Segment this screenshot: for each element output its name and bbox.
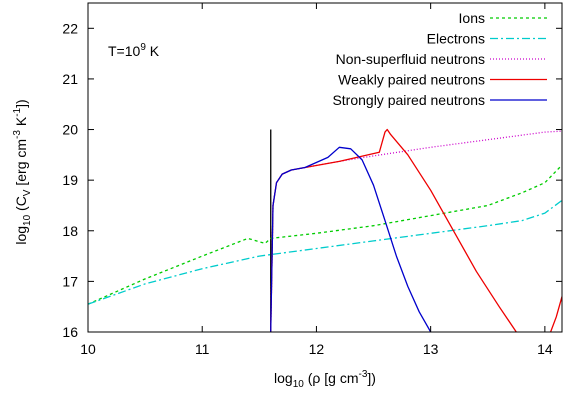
x-axis-label: log10 (ρ [g cm-3]) xyxy=(274,369,376,390)
series-line-strongly-paired-neutrons xyxy=(270,146,432,332)
series-line-ions xyxy=(88,164,562,305)
x-tick-label: 13 xyxy=(423,341,439,357)
y-tick-label: 17 xyxy=(62,273,78,289)
legend-label-electrons: Electrons xyxy=(427,31,485,47)
legend-label-weakly-paired-neutrons: Weakly paired neutrons xyxy=(338,72,485,88)
series-line-weakly-paired-neutrons xyxy=(270,128,517,332)
legend-label-strongly-paired-neutrons: Strongly paired neutrons xyxy=(332,92,485,108)
y-tick-label: 21 xyxy=(62,71,78,87)
series-line-non-superfluid-neutrons xyxy=(270,130,562,332)
x-tick-label: 12 xyxy=(309,341,325,357)
y-tick-label: 19 xyxy=(62,172,78,188)
y-axis-label: log10 (CV [erg cm-3 K-1]) xyxy=(12,99,33,244)
series-line-electrons xyxy=(88,199,562,305)
x-tick-label: 10 xyxy=(80,341,96,357)
x-tick-label: 14 xyxy=(537,341,553,357)
plot-frame xyxy=(87,2,563,333)
x-tick-label: 11 xyxy=(195,341,210,357)
y-tick-label: 22 xyxy=(62,20,78,36)
y-tick-label: 20 xyxy=(62,122,78,138)
annotation-temperature: T=109 K xyxy=(108,42,160,59)
legend: Ions Electrons Non-superfluid neutrons Weak… xyxy=(332,10,547,108)
legend-label-non-superfluid-neutrons: Non-superfluid neutrons xyxy=(336,51,485,67)
series-line-weakly-paired-neutrons-segment xyxy=(549,296,562,332)
legend-label-ions: Ions xyxy=(459,10,485,26)
y-tick-label: 18 xyxy=(62,223,78,239)
y-tick-label: 16 xyxy=(62,324,78,340)
